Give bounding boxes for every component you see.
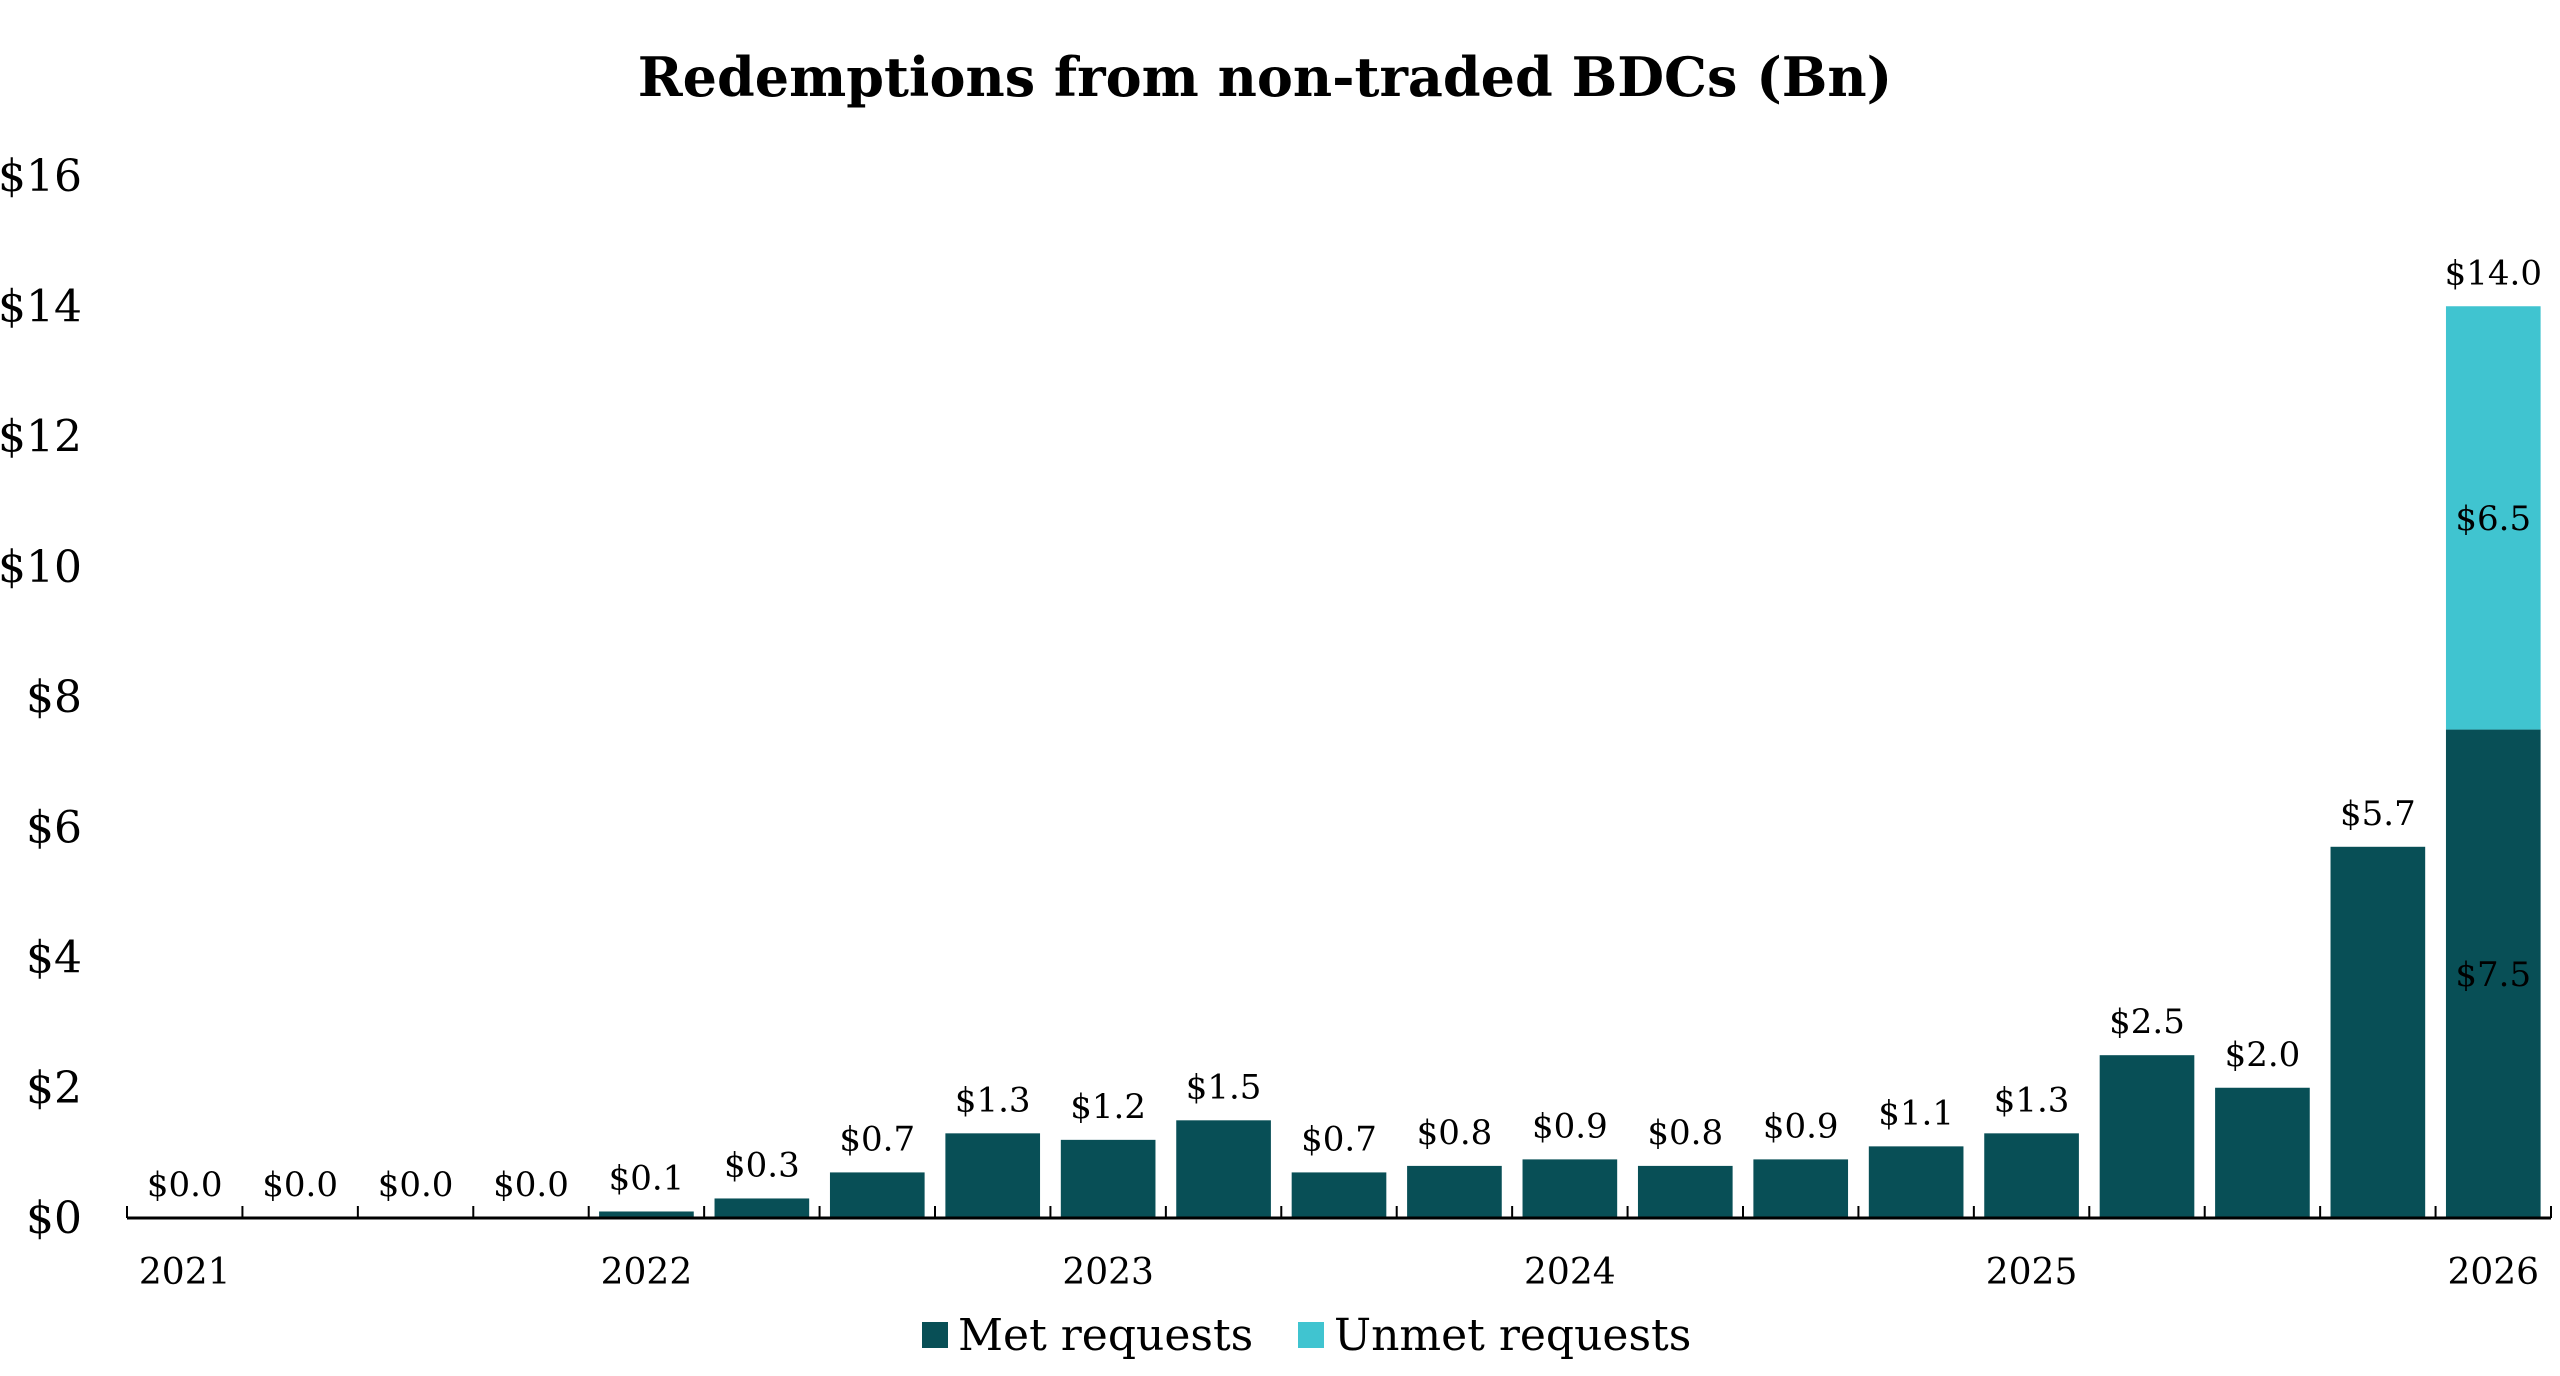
bar-total-label: $1.5: [1186, 1067, 1262, 1107]
bars: $0.0 $0.0 $0.0 $0.0 $0.1 $0.3 $0.7 $1.3 $1.2 $1.5…: [147, 253, 2542, 1218]
bar-met-requests: [1407, 1165, 1502, 1218]
bar-total-label: $0.9: [1532, 1106, 1608, 1146]
bar-unmet-requests: [2445, 306, 2541, 730]
bar-total-label: $0.0: [262, 1165, 338, 1205]
bar-total-label: $1.3: [1994, 1080, 2070, 1120]
x-axis: 2021 2022 2023 2024 2025 2026: [126, 1206, 2552, 1293]
bar-met-requests: [2099, 1055, 2195, 1218]
bar-total-label: $1.1: [1878, 1093, 1954, 1133]
bar-total-label: $0.0: [147, 1165, 223, 1205]
bar-total-label: $0.8: [1417, 1113, 1493, 1153]
chart-title: Redemptions from non-traded BDCs (Bn): [638, 45, 1892, 109]
bar-met-requests: [1984, 1133, 2079, 1218]
bar-met-requests: [1868, 1146, 1964, 1218]
bar-total-label: $1.2: [1070, 1087, 1146, 1127]
bar-total-label: $0.0: [378, 1165, 454, 1205]
bar-total-label: $0.0: [493, 1165, 569, 1205]
x-year-label: 2025: [1986, 1252, 2078, 1293]
x-year-label: 2026: [2447, 1252, 2539, 1293]
bar-total-label: $0.7: [839, 1119, 915, 1159]
bar-met-requests: [1522, 1159, 1618, 1218]
bar-total-label: $0.8: [1647, 1113, 1723, 1153]
y-tick-label: $8: [26, 672, 82, 723]
bar-met-requests: [829, 1172, 925, 1218]
bar-met-requests: [2445, 729, 2541, 1218]
bar-total-label: $0.3: [724, 1145, 800, 1185]
y-axis: $0 $2 $4 $6 $8 $10 $12 $14 $16: [0, 151, 82, 1244]
y-tick-label: $6: [26, 802, 82, 853]
bar-total-label: $0.1: [609, 1158, 685, 1198]
bar-met-requests: [2330, 846, 2426, 1218]
bar-total-label: $2.0: [2225, 1035, 2301, 1075]
x-year-label: 2023: [1062, 1252, 1154, 1293]
segment-label-unmet: $6.5: [2455, 499, 2531, 539]
y-tick-label: $0: [26, 1193, 82, 1244]
bar-met-requests: [1176, 1120, 1271, 1218]
y-tick-label: $10: [0, 542, 82, 593]
y-tick-label: $4: [26, 933, 82, 984]
segment-label-met: $7.5: [2455, 955, 2531, 995]
y-tick-label: $2: [26, 1063, 82, 1114]
bar-total-label: $1.3: [955, 1080, 1031, 1120]
bar-met-requests: [1637, 1165, 1733, 1218]
bar-total-label: $2.5: [2109, 1002, 2185, 1042]
bar-met-requests: [1291, 1172, 1387, 1218]
bar-met-requests: [945, 1133, 1041, 1218]
legend-label-unmet: Unmet requests: [1334, 1310, 1691, 1361]
y-tick-label: $14: [0, 281, 82, 332]
bar-met-requests: [1060, 1139, 1156, 1218]
y-tick-label: $16: [0, 151, 82, 202]
y-tick-label: $12: [0, 412, 82, 463]
x-year-label: 2021: [139, 1252, 231, 1293]
legend-swatch-met: [922, 1322, 948, 1348]
bar-total-label: $0.9: [1763, 1106, 1839, 1146]
legend: Met requests Unmet requests: [922, 1310, 1691, 1361]
legend-swatch-unmet: [1298, 1322, 1324, 1348]
bar-met-requests: [1753, 1159, 1849, 1218]
bar-total-label: $14.0: [2445, 253, 2542, 293]
bar-met-requests: [2215, 1087, 2310, 1218]
x-year-label: 2022: [601, 1252, 693, 1293]
bar-met-requests: [714, 1198, 810, 1218]
x-year-label: 2024: [1524, 1252, 1616, 1293]
legend-label-met: Met requests: [958, 1310, 1253, 1361]
bar-total-label: $5.7: [2340, 794, 2416, 834]
bar-total-label: $0.7: [1301, 1119, 1377, 1159]
bar-met-requests: [599, 1211, 694, 1218]
